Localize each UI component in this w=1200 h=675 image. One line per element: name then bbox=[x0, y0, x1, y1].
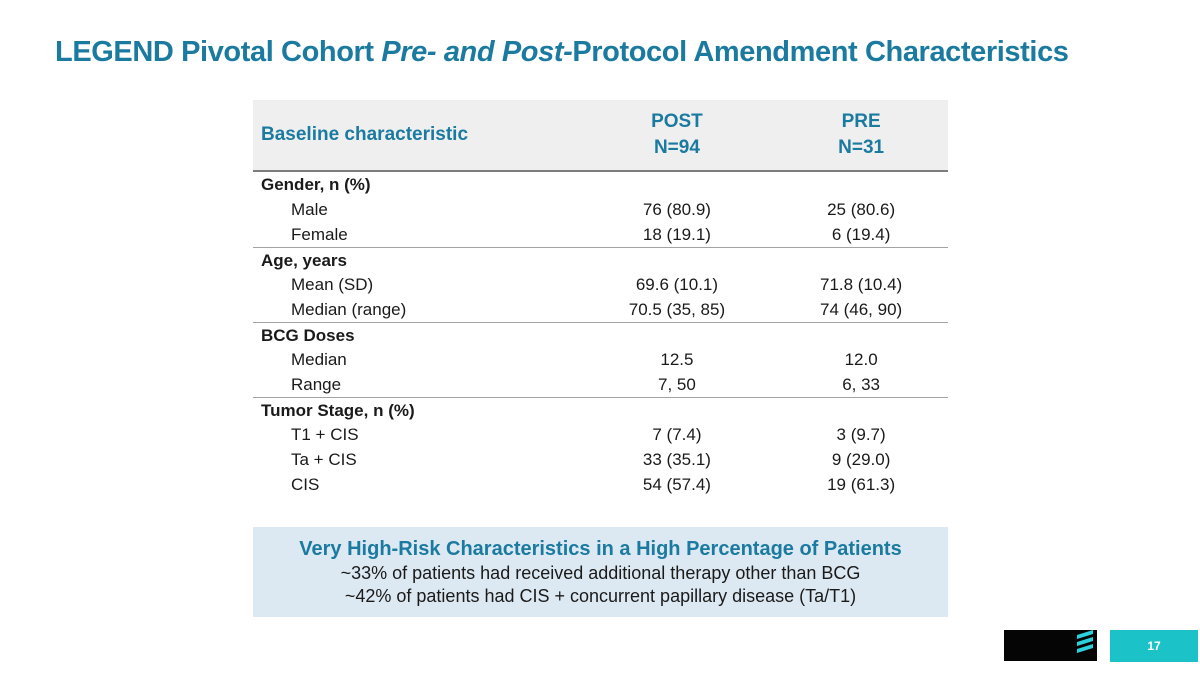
row-label: Age, years bbox=[261, 250, 347, 270]
table-row-ta-cis: Ta + CIS 33 (35.1) 9 (29.0) bbox=[253, 447, 948, 472]
table-header-baseline: Baseline characteristic bbox=[261, 124, 469, 145]
table-row-bcg-range: Range 7, 50 6, 33 bbox=[253, 372, 948, 397]
company-logo bbox=[1004, 630, 1097, 661]
callout-title: Very High-Risk Characteristics in a High… bbox=[299, 537, 902, 560]
table-row-t1-cis: T1 + CIS 7 (7.4) 3 (9.7) bbox=[253, 422, 948, 447]
row-post-value: 33 (35.1) bbox=[642, 450, 711, 469]
row-post-value: 70.5 (35, 85) bbox=[628, 300, 726, 319]
row-label: Ta + CIS bbox=[291, 450, 357, 469]
callout-line-1: ~33% of patients had received additional… bbox=[340, 562, 861, 583]
slide-title-part1: LEGEND Pivotal Cohort bbox=[55, 36, 382, 68]
row-label: Tumor Stage, n (%) bbox=[261, 400, 415, 420]
row-post-value: 76 (80.9) bbox=[642, 200, 711, 219]
row-post-value: 7 (7.4) bbox=[652, 425, 702, 444]
page-number-badge: 17 bbox=[1110, 630, 1198, 662]
row-pre-value: 19 (61.3) bbox=[827, 475, 896, 494]
table-row-section-age: Age, years bbox=[253, 247, 948, 272]
row-pre-value: 25 (80.6) bbox=[827, 200, 896, 219]
row-label: CIS bbox=[291, 475, 320, 494]
slide-title-italic: Pre- and Post- bbox=[381, 36, 573, 68]
table-header-post: POST N=94 bbox=[580, 100, 775, 170]
row-pre-value: 9 (29.0) bbox=[831, 450, 891, 469]
table-row-median-range: Median (range) 70.5 (35, 85) 74 (46, 90) bbox=[253, 297, 948, 322]
row-pre-value: 6, 33 bbox=[842, 375, 881, 394]
table-row-section-bcg-doses: BCG Doses bbox=[253, 322, 948, 347]
row-label: T1 + CIS bbox=[291, 425, 359, 444]
row-pre-value: 74 (46, 90) bbox=[819, 300, 903, 319]
table-body: Gender, n (%) Male 76 (80.9) 25 (80.6) F… bbox=[253, 172, 948, 497]
row-label: Mean (SD) bbox=[291, 275, 374, 294]
row-post-value: 7, 50 bbox=[658, 375, 696, 394]
logo-stripes-icon bbox=[1077, 630, 1093, 653]
baseline-characteristics-table: Baseline characteristic POST N=94 PRE N=… bbox=[253, 100, 948, 497]
highlight-callout-box: Very High-Risk Characteristics in a High… bbox=[253, 527, 948, 617]
row-post-value: 18 (19.1) bbox=[642, 225, 711, 244]
table-row-mean-sd: Mean (SD) 69.6 (10.1) 71.8 (10.4) bbox=[253, 272, 948, 297]
table-header-pre-n: N=31 bbox=[838, 137, 885, 158]
slide-title-part3: Protocol Amendment Characteristics bbox=[572, 36, 1069, 68]
callout-line-2: ~42% of patients had CIS + concurrent pa… bbox=[344, 585, 857, 606]
row-label: Range bbox=[291, 375, 342, 394]
page-number: 17 bbox=[1147, 639, 1161, 653]
table-header-row: Baseline characteristic POST N=94 PRE N=… bbox=[253, 100, 948, 172]
row-label: Female bbox=[291, 225, 348, 244]
table-header-post-label: POST bbox=[651, 111, 703, 132]
row-post-value: 54 (57.4) bbox=[642, 475, 711, 494]
row-label: Gender, n (%) bbox=[261, 175, 371, 194]
slide-title: LEGEND Pivotal Cohort Pre- and Post-Prot… bbox=[55, 36, 1175, 69]
table-row-cis: CIS 54 (57.4) 19 (61.3) bbox=[253, 472, 948, 497]
row-label: Median (range) bbox=[291, 300, 407, 319]
table-row-bcg-median: Median 12.5 12.0 bbox=[253, 347, 948, 372]
row-label: BCG Doses bbox=[261, 325, 355, 345]
table-header-post-n: N=94 bbox=[653, 137, 700, 158]
row-pre-value: 71.8 (10.4) bbox=[819, 275, 903, 294]
table-row-section-tumor-stage: Tumor Stage, n (%) bbox=[253, 397, 948, 422]
table-header-pre-label: PRE bbox=[841, 111, 881, 132]
table-row-male: Male 76 (80.9) 25 (80.6) bbox=[253, 197, 948, 222]
row-post-value: 69.6 (10.1) bbox=[635, 275, 719, 294]
row-label: Median bbox=[291, 350, 347, 369]
row-label: Male bbox=[291, 200, 328, 219]
table-row-female: Female 18 (19.1) 6 (19.4) bbox=[253, 222, 948, 247]
table-row-section-gender: Gender, n (%) bbox=[253, 172, 948, 197]
row-pre-value: 12.0 bbox=[844, 350, 878, 369]
row-post-value: 12.5 bbox=[660, 350, 694, 369]
table-header-pre: PRE N=31 bbox=[774, 100, 948, 170]
row-pre-value: 6 (19.4) bbox=[831, 225, 891, 244]
row-pre-value: 3 (9.7) bbox=[836, 425, 886, 444]
